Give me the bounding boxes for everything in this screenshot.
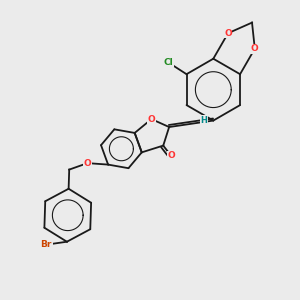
Text: O: O <box>251 44 259 53</box>
Text: O: O <box>167 152 175 160</box>
Text: H: H <box>200 116 207 125</box>
Text: Cl: Cl <box>164 58 173 67</box>
Text: O: O <box>224 29 232 38</box>
Text: Br: Br <box>40 240 52 249</box>
Text: O: O <box>148 115 155 124</box>
Text: O: O <box>84 159 92 168</box>
